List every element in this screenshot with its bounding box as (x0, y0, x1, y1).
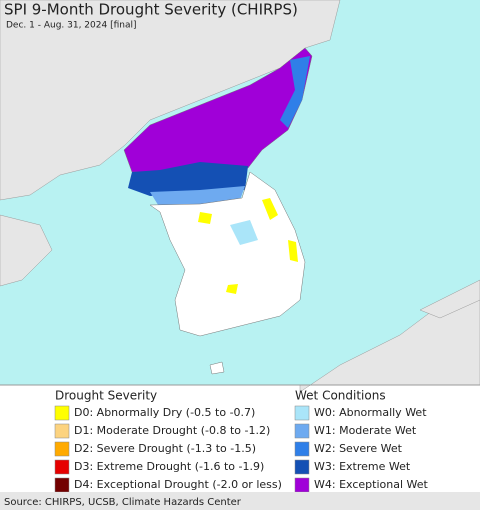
legend-label: W2: Severe Wet (314, 442, 403, 455)
wet-band-light (150, 186, 245, 208)
source: Source: CHIRPS, UCSB, Climate Hazards Ce… (4, 497, 242, 508)
japan-island (419, 279, 480, 319)
legend-swatch (54, 441, 70, 457)
title: SPI 9-Month Drought Severity (CHIRPS) (4, 1, 298, 19)
wet-band (128, 162, 248, 196)
dry-patch-south (226, 284, 238, 294)
legend-label: W4: Exceptional Wet (314, 478, 429, 491)
dry-patch-east (262, 198, 278, 220)
legend-swatch (54, 477, 70, 493)
south-korea (149, 171, 306, 337)
legend-swatch (294, 405, 310, 421)
south-korea-wet-patch (230, 220, 258, 245)
legend-title: Drought Severity (55, 389, 157, 403)
source-band (0, 492, 480, 510)
shandong-land (0, 214, 53, 287)
legend-swatch (54, 459, 70, 475)
legend-swatch (294, 423, 310, 439)
china-land (0, 0, 341, 201)
legend-label: D3: Extreme Drought (-1.6 to -1.9) (74, 460, 264, 473)
legend-swatch (294, 459, 310, 475)
legend-label: D1: Moderate Drought (-0.8 to -1.2) (74, 424, 270, 437)
legend-label: W1: Moderate Wet (314, 424, 417, 437)
legend-swatch (54, 405, 70, 421)
legend: Drought Severity D0: Abnormally Dry (-0.5… (54, 389, 429, 493)
legend-label: D0: Abnormally Dry (-0.5 to -0.7) (74, 406, 255, 419)
legend-label: D4: Exceptional Drought (-2.0 or less) (74, 478, 282, 491)
dry-patch-west (198, 212, 212, 224)
subtitle: Dec. 1 - Aug. 31, 2024 [final] (6, 21, 136, 31)
legend-label: W3: Extreme Wet (314, 460, 411, 473)
north-korea-east-wet (280, 56, 310, 128)
legend-label: D2: Severe Drought (-1.3 to -1.5) (74, 442, 256, 455)
dry-patch-coast (288, 240, 298, 262)
legend-swatch (294, 477, 310, 493)
legend-swatch (54, 423, 70, 439)
jeju-island (209, 361, 225, 375)
legend-swatch (294, 441, 310, 457)
legend-title: Wet Conditions (295, 389, 386, 403)
legend-label: W0: Abnormally Wet (314, 406, 427, 419)
